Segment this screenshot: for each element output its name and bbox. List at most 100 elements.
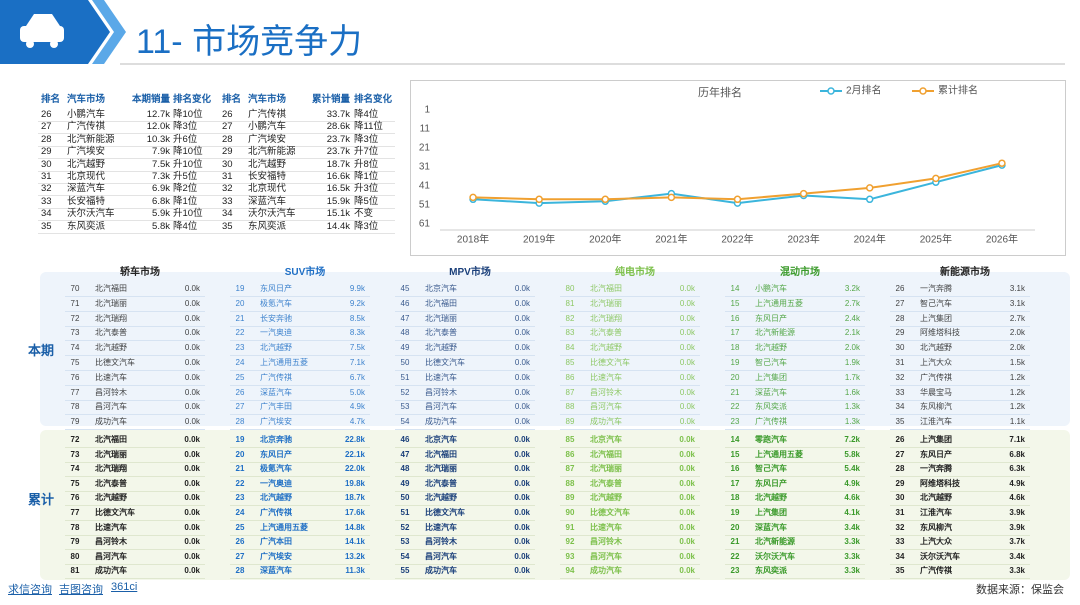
table-cell: 东风奕派 <box>67 220 106 232</box>
table-cell: 28 <box>41 133 52 145</box>
segment-rank: 29 <box>895 478 905 488</box>
row-line <box>395 447 535 448</box>
segment-name: 比速汽车 <box>95 372 127 382</box>
row-line <box>395 476 535 478</box>
segment-rank: 94 <box>565 566 575 576</box>
segment-rank: 81 <box>565 298 575 308</box>
table-cell: 升10位 <box>173 158 203 170</box>
segment-value: 11.3k <box>345 566 365 576</box>
segment-rank: 48 <box>400 328 410 338</box>
segment-value: 1.7k <box>844 372 860 382</box>
segment-value: 1.2k <box>1009 402 1025 412</box>
segment-value: 0.0k <box>184 372 200 382</box>
segment-value: 1.1k <box>1009 417 1025 427</box>
x-tick-label: 2026年 <box>986 233 1018 246</box>
segment-name: 广汽埃安 <box>260 417 292 427</box>
segment-name: 一汽奔腾 <box>920 284 952 293</box>
segment-rank: 19 <box>730 508 740 517</box>
table-header: 本期销量 <box>132 94 171 105</box>
segment-value: 0.0k <box>514 478 530 488</box>
row-line <box>65 340 205 342</box>
segment-rank: 49 <box>400 478 410 488</box>
segment-rank: 85 <box>565 435 575 444</box>
row-line <box>230 399 370 401</box>
segment-rank: 53 <box>400 402 410 412</box>
segment-value: 1.9k <box>844 358 860 367</box>
x-tick-label: 2025年 <box>920 233 952 246</box>
segment-rank: 21 <box>730 387 740 397</box>
table-cell: 广汽埃安 <box>248 133 287 145</box>
group-label: 累计 <box>28 492 55 507</box>
segment-title: 轿车市场 <box>120 267 160 278</box>
table-header: 汽车市场 <box>67 94 106 105</box>
row-line <box>395 414 535 416</box>
table-header: 排名变化 <box>354 94 393 105</box>
segment-name: 东风奕派 <box>755 402 787 412</box>
segment-name: 上汽集团 <box>920 313 952 323</box>
row-line <box>38 121 395 122</box>
table-cell: 10.3k <box>146 133 170 145</box>
segment-name: 昌河汽车 <box>590 402 622 412</box>
segment-name: 北汽瑞丽 <box>95 298 127 308</box>
segment-rank: 93 <box>565 551 575 561</box>
segment-rank: 90 <box>565 508 575 517</box>
segment-rank: 73 <box>70 449 80 459</box>
segment-name: 北汽越野 <box>920 493 952 503</box>
segment-rank: 20 <box>235 298 245 308</box>
table-cell: 东风奕派 <box>248 220 287 232</box>
footer-link[interactable]: 361ci <box>111 581 138 593</box>
segment-name: 比速汽车 <box>425 522 457 532</box>
segment-value: 0.0k <box>184 298 200 308</box>
segment-value: 4.1k <box>844 508 860 517</box>
segment-rank: 76 <box>70 493 80 503</box>
table-cell: 15.9k <box>326 195 350 207</box>
footer-link[interactable]: 求信咨询 <box>8 584 52 596</box>
segment-rank: 24 <box>235 508 245 517</box>
segment-value: 3.1k <box>1009 284 1025 293</box>
segment-rank: 88 <box>565 478 575 488</box>
row-line <box>890 429 1030 431</box>
segment-name: 一汽奥迪 <box>260 478 292 488</box>
table-cell: 34 <box>41 208 52 220</box>
segment-value: 0.0k <box>184 284 200 293</box>
table-cell: 16.6k <box>326 171 350 182</box>
segment-rank: 17 <box>730 478 740 488</box>
row-line <box>395 505 535 507</box>
segment-name: 极氪汽车 <box>260 298 292 308</box>
table-cell: 深蓝汽车 <box>248 195 287 207</box>
segment-value: 0.0k <box>679 508 695 517</box>
row-line <box>65 399 205 401</box>
segment-rank: 81 <box>70 566 80 576</box>
segment-name: 东风日产 <box>755 478 787 488</box>
segment-value: 0.0k <box>514 313 530 323</box>
segment-name: 昌河汽车 <box>95 402 127 412</box>
segment-rank: 47 <box>400 449 410 459</box>
table-cell: 北京现代 <box>67 171 106 182</box>
segment-value: 0.0k <box>184 508 200 517</box>
segment-rank: 35 <box>895 566 905 576</box>
table-cell: 5.8k <box>152 220 170 232</box>
segment-name: 阿维塔科技 <box>920 328 960 338</box>
segment-rank: 78 <box>70 402 80 412</box>
table-cell: 广汽埃安 <box>67 146 106 158</box>
segment-value: 0.0k <box>184 493 200 503</box>
segment-name: 广汽丰田 <box>260 402 292 412</box>
segment-value: 0.0k <box>679 343 695 353</box>
segment-name: 比速汽车 <box>95 522 127 532</box>
table-cell: 16.5k <box>326 183 350 195</box>
row-line <box>725 447 865 448</box>
segment-rank: 27 <box>895 449 905 459</box>
table-cell: 7.5k <box>152 158 170 170</box>
footer-link[interactable]: 吉图咨询 <box>59 584 103 596</box>
table-cell: 升5位 <box>173 171 198 182</box>
segment-value: 22.8k <box>344 435 365 444</box>
segment-value: 4.6k <box>1009 493 1025 503</box>
table-header: 排名 <box>41 94 61 105</box>
header-decor <box>0 0 1065 65</box>
table-cell: 30 <box>41 158 52 170</box>
row-line <box>725 461 865 463</box>
row-line <box>890 505 1030 507</box>
table-cell: 降1位 <box>173 195 198 207</box>
row-line <box>230 384 370 386</box>
